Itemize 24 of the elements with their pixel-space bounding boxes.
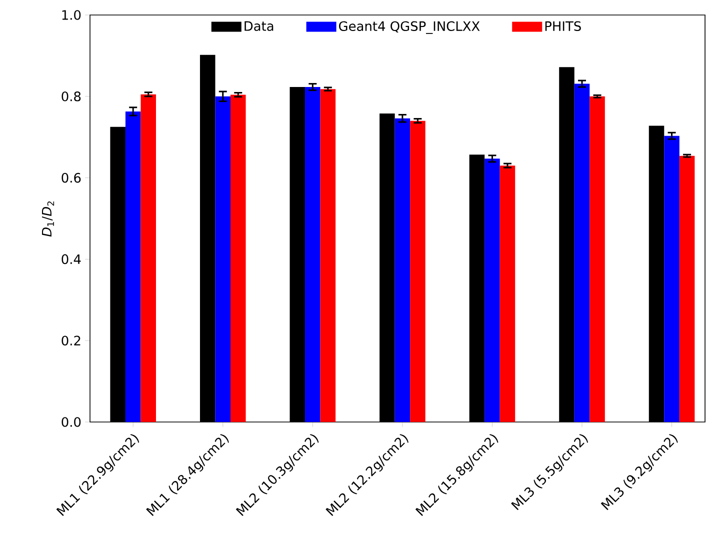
bar — [679, 156, 695, 422]
bar — [410, 120, 426, 422]
y-tick-label: 0.2 — [62, 336, 80, 346]
bar — [305, 87, 320, 422]
y-axis-title: D$_{1}$/D$_{2}$ — [42, 201, 54, 237]
bar — [320, 89, 336, 422]
bar — [394, 118, 410, 422]
legend-label: Geant4 QGSP_INCLXX — [339, 21, 480, 34]
y-tick-label: 0.4 — [62, 254, 81, 264]
bar — [484, 158, 500, 422]
legend-label: PHITS — [545, 21, 581, 32]
bar — [574, 84, 590, 422]
bar — [125, 111, 141, 422]
bar — [140, 94, 156, 422]
legend-label: Data — [244, 21, 274, 31]
bar — [664, 136, 680, 422]
bar — [215, 96, 231, 422]
bar — [590, 96, 605, 422]
y-tick-label: 1.0 — [62, 10, 81, 20]
y-tick-label: 0.6 — [62, 172, 81, 183]
bar — [230, 94, 246, 422]
bar — [500, 166, 516, 422]
y-tick-label: 0.8 — [62, 92, 81, 102]
y-tick-label: 0.0 — [62, 417, 81, 427]
